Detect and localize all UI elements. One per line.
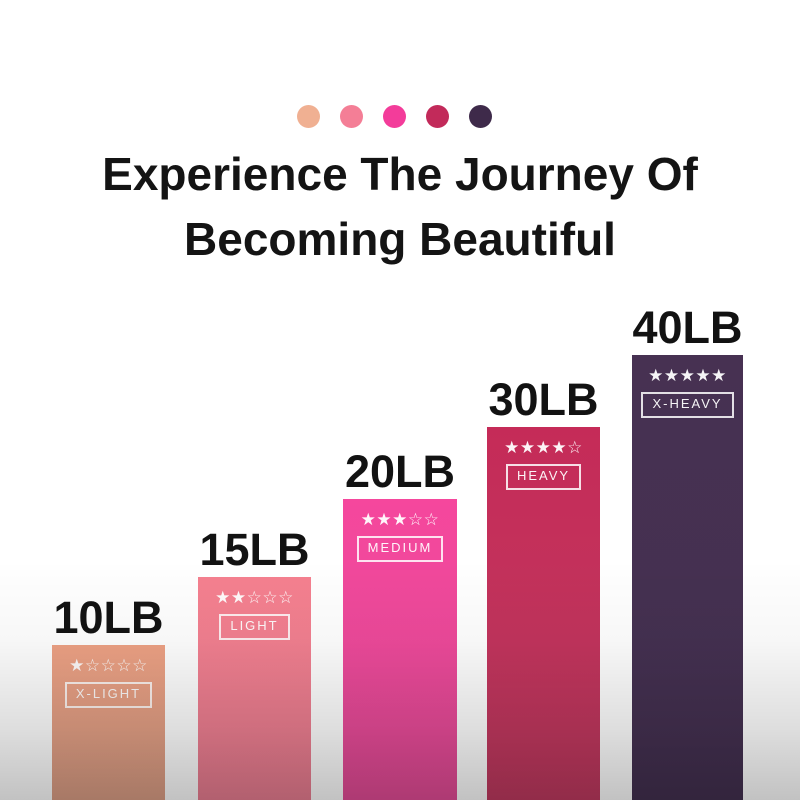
weight-label-30lb: 30LB bbox=[488, 374, 599, 425]
palette-dot-light bbox=[340, 105, 363, 128]
weight-label-20lb: 20LB bbox=[344, 446, 456, 497]
star-rating-5-of-5: ★★★★★ bbox=[648, 366, 727, 386]
level-label: X-LIGHT bbox=[75, 686, 142, 701]
level-badge-x-heavy: X-HEAVY bbox=[641, 392, 734, 418]
bar-10lb: ★☆☆☆☆ X-LIGHT bbox=[52, 645, 165, 800]
bar-column-20lb: 20LB ★★★☆☆ MEDIUM bbox=[343, 449, 457, 800]
star-rating-1-of-5: ★☆☆☆☆ bbox=[69, 656, 148, 676]
palette-dot-heavy bbox=[426, 105, 449, 128]
star-rating-3-of-5: ★★★☆☆ bbox=[360, 510, 440, 530]
bar-column-40lb: 40LB ★★★★★ X-HEAVY bbox=[632, 305, 743, 800]
page-title-line-1: Experience The Journey Of bbox=[102, 148, 698, 200]
level-badge-x-light: X-LIGHT bbox=[64, 682, 153, 708]
level-label: MEDIUM bbox=[367, 540, 433, 555]
level-badge-light: LIGHT bbox=[219, 614, 290, 640]
bar-15lb: ★★☆☆☆ LIGHT bbox=[198, 577, 311, 800]
palette-dot-x-heavy bbox=[469, 105, 492, 128]
bar-column-15lb: 15LB ★★☆☆☆ LIGHT bbox=[198, 527, 311, 800]
page-title-line-2: Becoming Beautiful bbox=[184, 213, 616, 265]
palette-dot-x-light bbox=[297, 105, 320, 128]
bar-column-30lb: 30LB ★★★★☆ HEAVY bbox=[487, 377, 600, 800]
bar-40lb: ★★★★★ X-HEAVY bbox=[632, 355, 743, 800]
palette-dot-medium bbox=[383, 105, 406, 128]
palette-dots bbox=[297, 105, 492, 128]
level-label: LIGHT bbox=[230, 618, 279, 633]
bar-column-10lb: 10LB ★☆☆☆☆ X-LIGHT bbox=[52, 595, 165, 800]
bar-20lb: ★★★☆☆ MEDIUM bbox=[343, 499, 457, 800]
level-badge-heavy: HEAVY bbox=[505, 464, 582, 490]
star-rating-4-of-5: ★★★★☆ bbox=[504, 438, 583, 458]
weight-label-10lb: 10LB bbox=[53, 592, 164, 643]
weight-label-40lb: 40LB bbox=[632, 302, 743, 353]
level-badge-medium: MEDIUM bbox=[356, 536, 444, 562]
level-label: X-HEAVY bbox=[652, 396, 723, 411]
bar-30lb: ★★★★☆ HEAVY bbox=[487, 427, 600, 800]
star-rating-2-of-5: ★★☆☆☆ bbox=[215, 588, 294, 608]
weight-label-15lb: 15LB bbox=[199, 524, 310, 575]
level-label: HEAVY bbox=[516, 468, 571, 483]
